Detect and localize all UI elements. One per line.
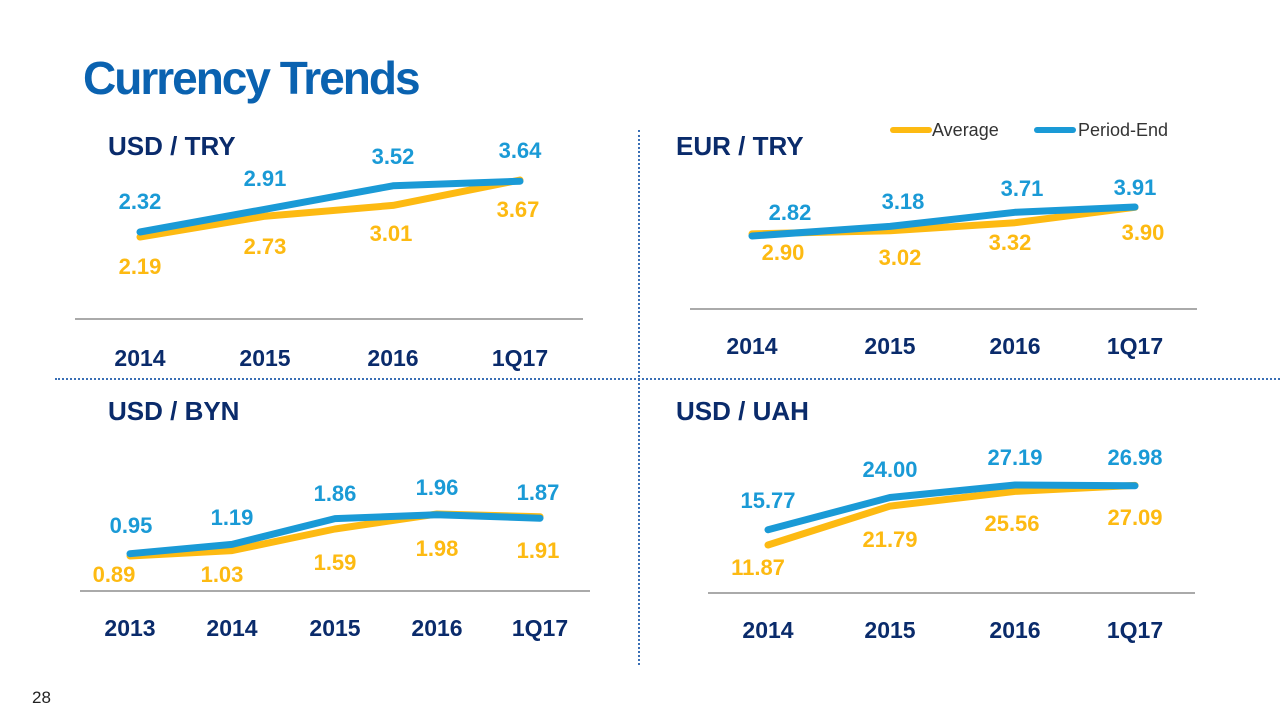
chart-3-data-label-average: 1.98: [416, 536, 459, 561]
chart-3-tick-label: 2013: [104, 615, 155, 641]
chart-1-data-label-average: 2.19: [119, 254, 162, 279]
chart-3-data-label-period-end: 0.95: [110, 513, 153, 538]
page-number: 28: [32, 688, 51, 707]
chart-3-tick-label: 2014: [206, 615, 257, 641]
page-title: Currency Trends: [83, 52, 421, 104]
chart-4-data-label-average: 11.87: [731, 555, 785, 580]
chart-3-data-label-average: 1.03: [201, 562, 244, 587]
chart-1-line-period-end: [136, 177, 524, 236]
chart-3-data-label-period-end: 1.87: [517, 480, 560, 505]
chart-1-data-label-period-end: 3.52: [372, 144, 415, 169]
chart-3-data-label-average: 0.89: [93, 562, 136, 587]
legend-label-average: Average: [932, 120, 999, 140]
chart-4-tick-label: 1Q17: [1107, 617, 1163, 643]
chart-4-data-label-period-end: 27.19: [987, 445, 1042, 470]
legend-swatch-period-end: [1034, 127, 1076, 133]
chart-4-tick-label: 2014: [742, 617, 793, 643]
chart-1-data-label-average: 3.01: [370, 221, 413, 246]
chart-3-tick-label: 1Q17: [512, 615, 568, 641]
chart-3-data-label-period-end: 1.19: [211, 505, 254, 530]
chart-4-data-label-average: 27.09: [1107, 505, 1162, 530]
chart-1-tick-label: 2016: [367, 345, 418, 371]
chart-1-data-label-average: 2.73: [244, 234, 287, 259]
chart-3-line-period-end: [126, 511, 544, 558]
chart-4-data-label-period-end: 15.77: [740, 488, 795, 513]
chart-4-data-label-period-end: 24.00: [862, 457, 917, 482]
chart-2-tick-label: 2014: [726, 333, 777, 359]
chart-3-tick-label: 2015: [309, 615, 360, 641]
chart-2-data-label-average: 3.90: [1122, 220, 1165, 245]
chart-2-data-label-period-end: 2.82: [769, 200, 812, 225]
chart-4-line-period-end: [764, 481, 1139, 534]
chart-1-title: USD / TRY: [108, 131, 236, 161]
chart-3-title: USD / BYN: [108, 396, 239, 426]
chart-1-data-label-period-end: 2.91: [244, 166, 287, 191]
chart-2-data-label-period-end: 3.71: [1001, 176, 1044, 201]
chart-2-data-label-average: 3.32: [989, 230, 1032, 255]
chart-2-data-label-average: 2.90: [762, 240, 805, 265]
horizontal-divider: [55, 378, 1280, 380]
chart-4-data-label-average: 25.56: [984, 511, 1039, 536]
chart-3-tick-label: 2016: [411, 615, 462, 641]
legend-label-period-end: Period-End: [1078, 120, 1169, 140]
chart-3-data-label-average: 1.91: [517, 538, 560, 563]
chart-1-tick-label: 2015: [239, 345, 290, 371]
chart-2-tick-label: 1Q17: [1107, 333, 1163, 359]
legend-swatch-average: [890, 127, 932, 133]
chart-4-tick-label: 2015: [864, 617, 915, 643]
chart-3-data-label-period-end: 1.86: [314, 481, 357, 506]
chart-2-data-label-period-end: 3.91: [1114, 175, 1157, 200]
legend: Average Period-End: [890, 118, 1200, 144]
vertical-divider: [638, 130, 640, 665]
chart-2-title: EUR / TRY: [676, 131, 804, 161]
chart-4-title: USD / UAH: [676, 396, 809, 426]
chart-4-data-label-average: 21.79: [862, 527, 917, 552]
chart-1-tick-label: 1Q17: [492, 345, 548, 371]
chart-3-data-label-average: 1.59: [314, 550, 357, 575]
chart-1-data-label-average: 3.67: [497, 197, 540, 222]
chart-2-data-label-average: 3.02: [879, 245, 922, 270]
chart-1-data-label-period-end: 3.64: [499, 138, 543, 163]
chart-3-data-label-period-end: 1.96: [416, 475, 459, 500]
chart-4-data-label-period-end: 26.98: [1107, 445, 1162, 470]
chart-2-line-period-end: [748, 203, 1139, 240]
chart-1-data-label-period-end: 2.32: [119, 189, 162, 214]
chart-1-tick-label: 2014: [114, 345, 165, 371]
chart-1-line-average: [136, 176, 524, 241]
chart-4-tick-label: 2016: [989, 617, 1040, 643]
chart-2-data-label-period-end: 3.18: [882, 189, 925, 214]
chart-2-tick-label: 2015: [864, 333, 915, 359]
chart-2-tick-label: 2016: [989, 333, 1040, 359]
